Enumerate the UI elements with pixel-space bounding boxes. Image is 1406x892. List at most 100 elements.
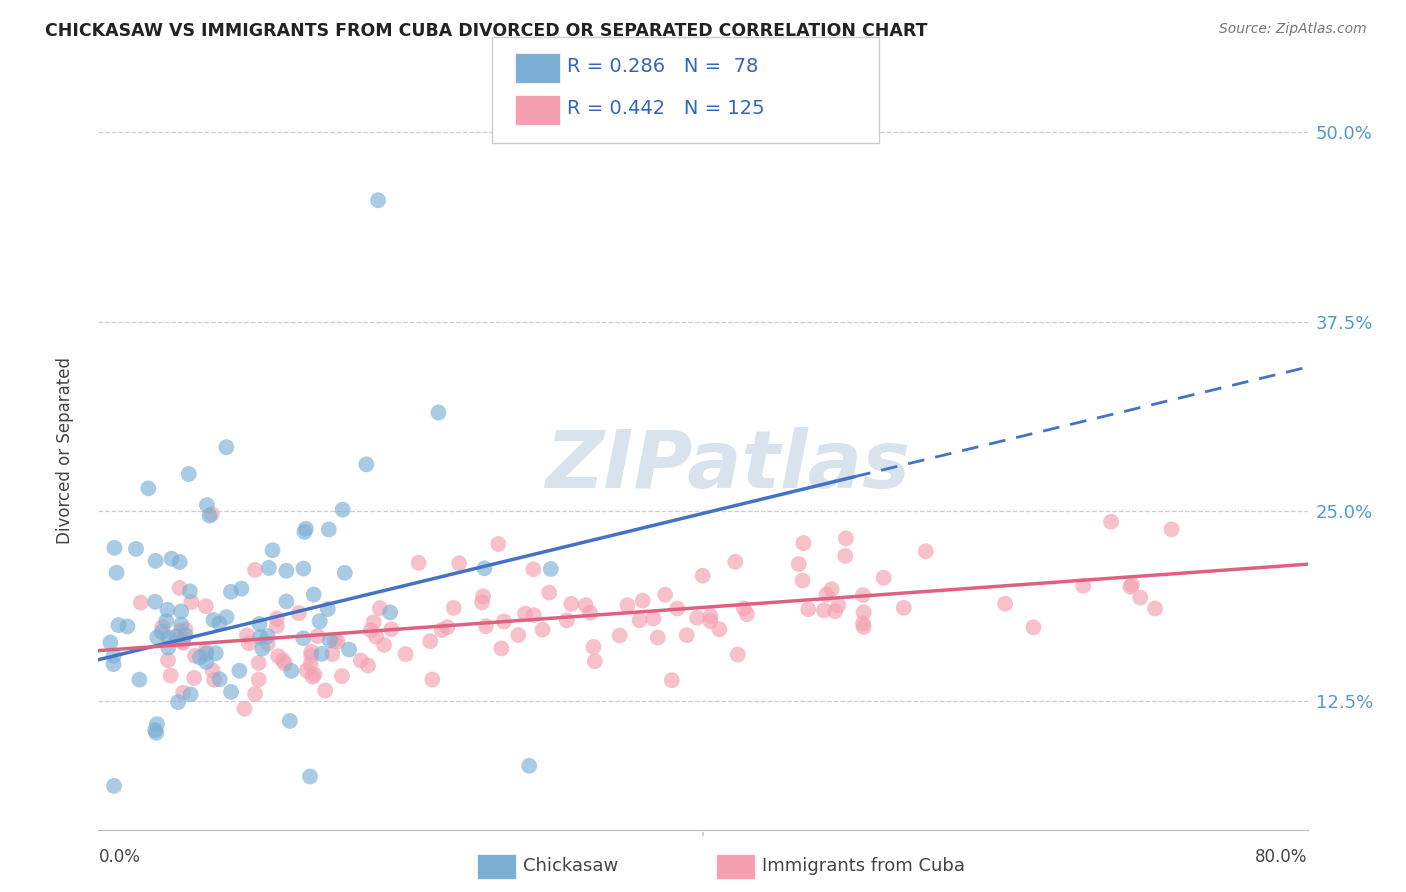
Point: [105, 566, 128, 580]
Point: [292, 632, 315, 646]
Point: [575, 598, 598, 612]
Point: [100, 635, 122, 649]
Point: [156, 603, 179, 617]
Point: [475, 619, 498, 633]
Point: [430, 623, 453, 637]
Point: [180, 595, 202, 609]
Point: [332, 502, 354, 516]
Point: [787, 557, 810, 571]
Point: [474, 561, 496, 575]
Point: [1160, 522, 1182, 536]
Point: [318, 523, 340, 537]
Point: [326, 634, 349, 648]
Point: [427, 405, 450, 420]
Point: [1121, 578, 1143, 592]
Point: [129, 596, 152, 610]
Point: [299, 657, 322, 672]
Point: [128, 673, 150, 687]
Point: [150, 620, 173, 634]
Point: [647, 631, 669, 645]
Point: [252, 641, 274, 656]
Point: [165, 630, 187, 644]
Point: [531, 623, 554, 637]
Point: [692, 568, 714, 582]
Point: [357, 658, 380, 673]
Point: [582, 640, 605, 654]
Point: [380, 606, 402, 620]
Point: [1099, 515, 1122, 529]
Point: [183, 671, 205, 685]
Point: [274, 657, 297, 671]
Point: [172, 635, 194, 649]
Point: [243, 563, 266, 577]
Point: [394, 647, 416, 661]
Point: [143, 595, 166, 609]
Point: [661, 673, 683, 687]
Point: [215, 610, 238, 624]
Point: [914, 544, 936, 558]
Point: [304, 667, 326, 681]
Text: R = 0.286   N =  78: R = 0.286 N = 78: [567, 57, 758, 77]
Point: [198, 508, 221, 523]
Point: [125, 541, 148, 556]
Point: [208, 673, 231, 687]
Point: [180, 687, 202, 701]
Point: [294, 522, 316, 536]
Point: [179, 584, 201, 599]
Point: [492, 615, 515, 629]
Point: [316, 602, 339, 616]
Point: [184, 648, 207, 663]
Point: [686, 611, 709, 625]
Point: [195, 498, 218, 512]
Point: [609, 628, 631, 642]
Point: [631, 593, 654, 607]
Point: [288, 606, 311, 620]
Point: [436, 620, 458, 634]
Point: [368, 601, 391, 615]
Point: [420, 673, 443, 687]
Point: [257, 561, 280, 575]
Point: [219, 685, 242, 699]
Point: [820, 582, 842, 597]
Point: [583, 654, 606, 668]
Point: [157, 653, 180, 667]
Point: [835, 532, 858, 546]
Point: [373, 638, 395, 652]
Point: [236, 628, 259, 642]
Point: [170, 617, 193, 632]
Point: [295, 664, 318, 678]
Point: [276, 594, 298, 608]
Text: Chickasaw: Chickasaw: [523, 857, 619, 875]
Point: [827, 599, 849, 613]
Point: [666, 601, 689, 615]
Point: [1129, 591, 1152, 605]
Point: [419, 634, 441, 648]
Text: Source: ZipAtlas.com: Source: ZipAtlas.com: [1219, 22, 1367, 37]
Point: [215, 440, 238, 454]
Point: [1144, 601, 1167, 615]
Point: [616, 599, 638, 613]
Point: [208, 616, 231, 631]
Point: [366, 630, 388, 644]
Point: [159, 668, 181, 682]
Text: Divorced or Separated: Divorced or Separated: [56, 357, 73, 544]
Point: [654, 588, 676, 602]
Text: 0.0%: 0.0%: [98, 847, 141, 866]
Point: [174, 628, 197, 642]
Point: [160, 551, 183, 566]
Point: [699, 614, 721, 628]
Point: [337, 642, 360, 657]
Point: [188, 650, 211, 665]
Point: [724, 555, 747, 569]
Point: [380, 622, 402, 636]
Point: [852, 588, 875, 602]
Point: [994, 597, 1017, 611]
Text: 80.0%: 80.0%: [1256, 847, 1308, 866]
Point: [136, 482, 159, 496]
Point: [299, 769, 322, 784]
Point: [195, 655, 218, 669]
Point: [157, 631, 180, 645]
Point: [834, 549, 856, 563]
Point: [243, 687, 266, 701]
Point: [145, 726, 167, 740]
